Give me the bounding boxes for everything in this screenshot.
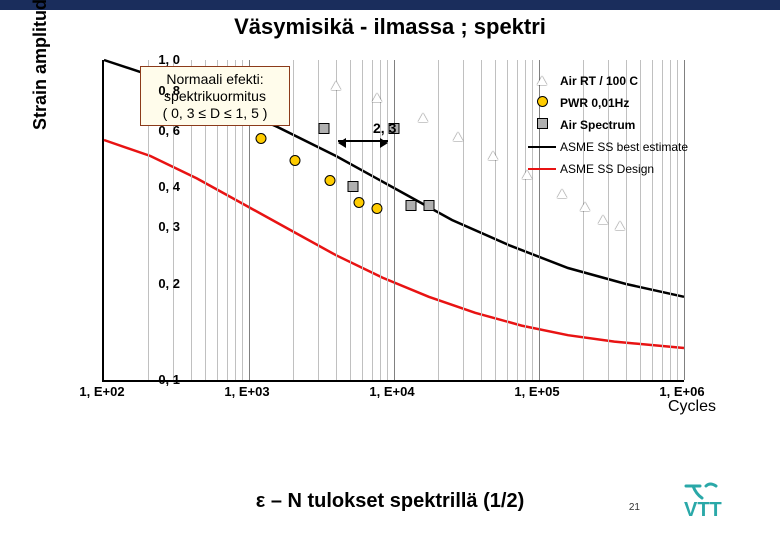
- data-point-sq: [423, 198, 434, 216]
- legend-label: Air RT / 100 C: [560, 74, 638, 88]
- legend-label: Air Spectrum: [560, 118, 635, 132]
- footer-caption: ε – N tulokset spektrillä (1/2): [0, 490, 780, 513]
- data-point-tri: [615, 217, 625, 235]
- data-point-circ: [354, 195, 365, 213]
- gridline-minor: [350, 60, 351, 380]
- gridline-minor: [517, 60, 518, 380]
- legend-item: Air RT / 100 C: [528, 70, 688, 92]
- x-tick: 1, E+05: [507, 384, 567, 399]
- page-number: 21: [629, 502, 640, 513]
- gridline: [394, 60, 395, 380]
- legend-label: ASME SS best estimate: [560, 140, 688, 154]
- gridline-minor: [372, 60, 373, 380]
- legend-item: ASME SS Design: [528, 158, 688, 180]
- data-point-circ: [371, 201, 382, 219]
- data-point-tri: [331, 77, 341, 95]
- gridline-minor: [318, 60, 319, 380]
- fatigue-chart: Strain amplitude % Normaali efekti: spek…: [38, 50, 764, 440]
- svg-text:VTT: VTT: [684, 499, 722, 520]
- data-point-circ: [290, 153, 301, 171]
- legend-label: PWR 0,01Hz: [560, 96, 629, 110]
- gridline-minor: [481, 60, 482, 380]
- legend: Air RT / 100 C PWR 0,01Hz Air Spectrum ASME…: [528, 70, 688, 180]
- data-point-tri: [598, 211, 608, 229]
- gridline-minor: [507, 60, 508, 380]
- data-point-tri: [557, 185, 567, 203]
- x-tick: 1, E+04: [362, 384, 422, 399]
- y-tick: 0, 6: [140, 123, 180, 138]
- gridline-minor: [525, 60, 526, 380]
- data-point-circ: [255, 131, 266, 149]
- y-tick: 0, 4: [140, 179, 180, 194]
- annotation-arrow: [338, 140, 388, 142]
- data-point-tri: [488, 147, 498, 165]
- top-bar: [0, 0, 780, 10]
- x-axis-label: Cycles: [668, 398, 716, 416]
- gridline-minor: [438, 60, 439, 380]
- data-point-tri: [453, 128, 463, 146]
- data-point-circ: [325, 173, 336, 191]
- legend-item: PWR 0,01Hz: [528, 92, 688, 114]
- data-point-sq: [348, 179, 359, 197]
- gridline-minor: [380, 60, 381, 380]
- gridline-minor: [362, 60, 363, 380]
- x-tick: 1, E+06: [652, 384, 712, 399]
- y-tick: 0, 1: [140, 372, 180, 387]
- data-point-sq: [406, 198, 417, 216]
- gridline-minor: [336, 60, 337, 380]
- annotation-2-3: 2, 3: [373, 120, 396, 136]
- x-tick: 1, E+03: [217, 384, 277, 399]
- y-tick: 0, 8: [140, 83, 180, 98]
- gridline-minor: [387, 60, 388, 380]
- vtt-logo: VTT: [682, 480, 760, 525]
- y-axis-label: Strain amplitude %: [30, 0, 51, 130]
- gridline-minor: [463, 60, 464, 380]
- gridline-minor: [495, 60, 496, 380]
- data-point-tri: [580, 198, 590, 216]
- legend-item: Air Spectrum: [528, 114, 688, 136]
- y-tick: 1, 0: [140, 52, 180, 67]
- x-tick: 1, E+02: [72, 384, 132, 399]
- gridline-minor: [293, 60, 294, 380]
- annot-line: ( 0, 3 ≤ D ≤ 1, 5 ): [149, 105, 281, 122]
- data-point-tri: [372, 89, 382, 107]
- y-tick: 0, 2: [140, 276, 180, 291]
- data-point-tri: [418, 109, 428, 127]
- data-point-sq: [319, 121, 330, 139]
- legend-label: ASME SS Design: [560, 162, 654, 176]
- slide-title: Väsymisikä - ilmassa ; spektri: [0, 14, 780, 40]
- y-tick: 0, 3: [140, 219, 180, 234]
- legend-item: ASME SS best estimate: [528, 136, 688, 158]
